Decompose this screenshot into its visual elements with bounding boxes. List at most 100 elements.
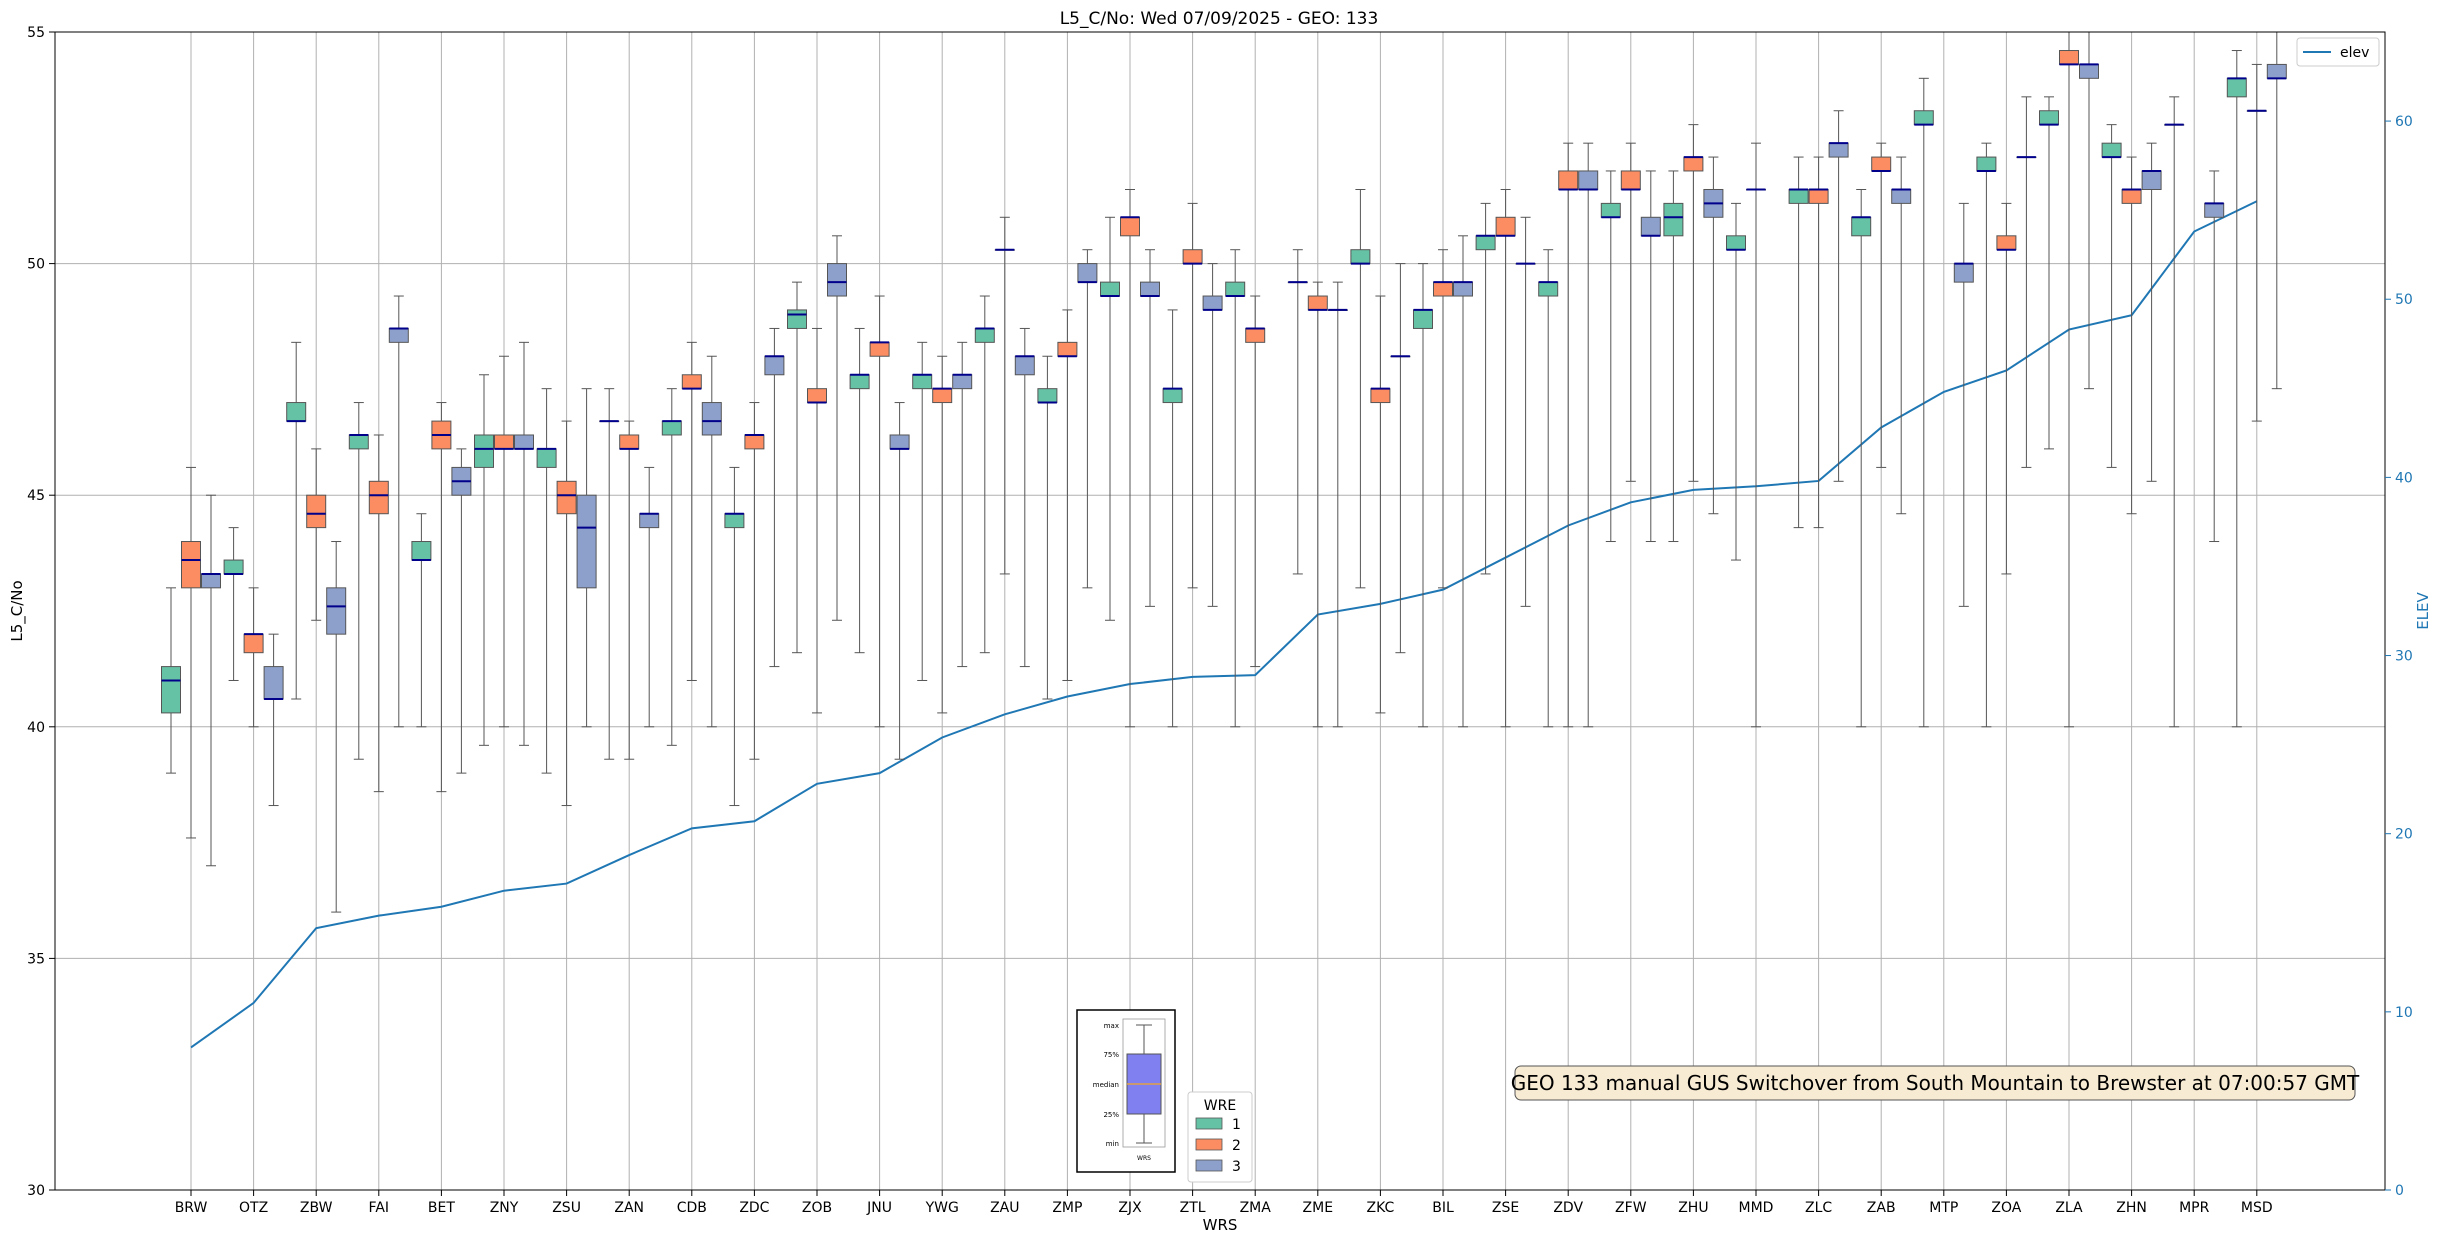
x-tick-label: ZLA (2055, 1200, 2083, 1216)
annotation-box: GEO 133 manual GUS Switchover from South… (1511, 1065, 2360, 1101)
box-ZME-wre1 (1287, 249, 1308, 575)
box-iqr (2141, 170, 2162, 190)
y2-tick-label: 40 (2395, 470, 2413, 486)
box-iqr (889, 434, 910, 450)
box-iqr (368, 480, 389, 515)
box-iqr (849, 374, 870, 390)
elev-legend-label: elev (2340, 45, 2369, 61)
x-ticks: BRW OTZ ZBW FAI BET ZNY ZSU ZAN CDB ZDC ZOB JNU YWG Z… (175, 1190, 2273, 1216)
box-ZBW-wre3 (326, 541, 347, 913)
wre-legend-swatch-1 (1195, 1117, 1223, 1130)
box-iqr (411, 541, 432, 561)
box-ZNY-wre2 (494, 355, 514, 728)
box-iqr (619, 434, 640, 450)
box-YWG-wre3 (952, 341, 973, 668)
box-MSD-wre3 (2266, 31, 2287, 390)
box-OTZ-wre3 (263, 633, 284, 807)
box-ZKC-wre1 (1350, 188, 1371, 589)
box-ZMP-wre3 (1077, 249, 1098, 589)
box-iqr (348, 434, 369, 450)
y-ticks: 30 35 40 45 50 55 (27, 25, 55, 1199)
y2-tick-label: 20 (2395, 827, 2413, 843)
box-iqr (1413, 309, 1433, 329)
box-iqr (1663, 202, 1684, 237)
x-tick-label: ZAN (614, 1200, 644, 1216)
box-ZFW-wre3 (1640, 170, 1661, 543)
x-tick-label: OTZ (239, 1200, 268, 1216)
box-ZMP-wre2 (1057, 309, 1078, 681)
box-ZMA-wre2 (1245, 295, 1266, 668)
box-CDB-wre2 (681, 341, 702, 681)
box-ZAB-wre1 (1851, 188, 1872, 728)
x-tick-label: ZBW (300, 1200, 333, 1216)
box-MMD-wre1 (1726, 202, 1746, 561)
box-ZBW-wre2 (306, 448, 327, 621)
box-iqr (1182, 249, 1203, 265)
wre-legend-swatch-3 (1195, 1159, 1223, 1172)
box-BIL-wre1 (1413, 263, 1433, 728)
y-axis-label: L5_C/No (8, 580, 27, 641)
box-iqr (474, 434, 494, 468)
chart-title: L5_C/No: Wed 07/09/2025 - GEO: 133 (1060, 9, 1379, 29)
box-ZNY-wre3 (514, 341, 534, 746)
box-iqr (1538, 281, 1559, 297)
box-iqr (1640, 216, 1661, 237)
elev-polyline (190, 200, 2258, 1049)
box-iqr (1891, 188, 1912, 204)
box-ZTL-wre3 (1202, 263, 1223, 607)
grid-lines (55, 31, 2385, 1191)
wre-legend-label-3: 3 (1232, 1159, 1241, 1175)
box-iqr (787, 309, 807, 329)
box-ZDC-wre3 (764, 327, 785, 668)
box-iqr (974, 327, 995, 343)
box-ZMP-wre1 (1037, 355, 1058, 700)
box-ZLA-wre1 (2039, 96, 2059, 450)
box-key-label-min: min (1106, 1140, 1119, 1148)
box-FAI-wre1 (348, 402, 369, 760)
box-ZOB-wre2 (807, 327, 827, 714)
box-BET-wre3 (451, 448, 472, 774)
box-ZME-wre2 (1307, 281, 1328, 728)
box-iqr (1202, 295, 1223, 311)
box-ZME-wre3 (1327, 281, 1348, 728)
box-iqr (1350, 249, 1371, 265)
box-ZJX-wre2 (1120, 188, 1140, 728)
box-MSD-wre2 (2246, 63, 2267, 422)
box-MMD-wre2 (1746, 142, 1766, 728)
box-iqr (2059, 50, 2079, 65)
box-iqr (243, 633, 264, 654)
box-iqr (306, 494, 327, 529)
box-BRW-wre3 (201, 494, 221, 867)
box-ZSE-wre1 (1475, 202, 1496, 575)
box-iqr (1996, 235, 2017, 251)
x-tick-label: ZAU (990, 1200, 1019, 1216)
box-CDB-wre1 (661, 388, 682, 746)
box-key-label-25: 25% (1103, 1111, 1119, 1119)
x-tick-label: ZHN (2116, 1200, 2147, 1216)
box-ZNY-wre1 (474, 374, 494, 746)
x-tick-label: JNU (866, 1200, 892, 1216)
box-ZSE-wre3 (1515, 216, 1536, 607)
box-key-label-75: 75% (1103, 1051, 1119, 1059)
x-tick-label: ZHU (1678, 1200, 1708, 1216)
box-iqr (1808, 188, 1829, 204)
box-iqr (1726, 235, 1746, 251)
box-iqr (1307, 295, 1328, 311)
x-tick-label: ZJX (1118, 1200, 1142, 1216)
annotation-frame (1514, 1065, 2356, 1101)
box-iqr (1077, 263, 1098, 283)
x-tick-label: MSD (2241, 1200, 2273, 1216)
box-ZLC-wre2 (1808, 156, 1829, 529)
box-MTP-wre1 (1913, 77, 1934, 728)
y-tick-label: 45 (27, 488, 45, 504)
box-BIL-wre3 (1453, 235, 1473, 728)
y2-tick-label: 60 (2395, 114, 2413, 130)
box-ZAN-wre2 (619, 420, 640, 760)
box-iqr (1014, 355, 1035, 376)
box-ZSU-wre2 (556, 420, 577, 807)
box-iqr (827, 263, 847, 297)
box-BRW-wre2 (181, 466, 201, 839)
box-ZFW-wre1 (1600, 170, 1621, 543)
box-iqr (1037, 388, 1058, 404)
box-ZDV-wre3 (1578, 142, 1599, 728)
